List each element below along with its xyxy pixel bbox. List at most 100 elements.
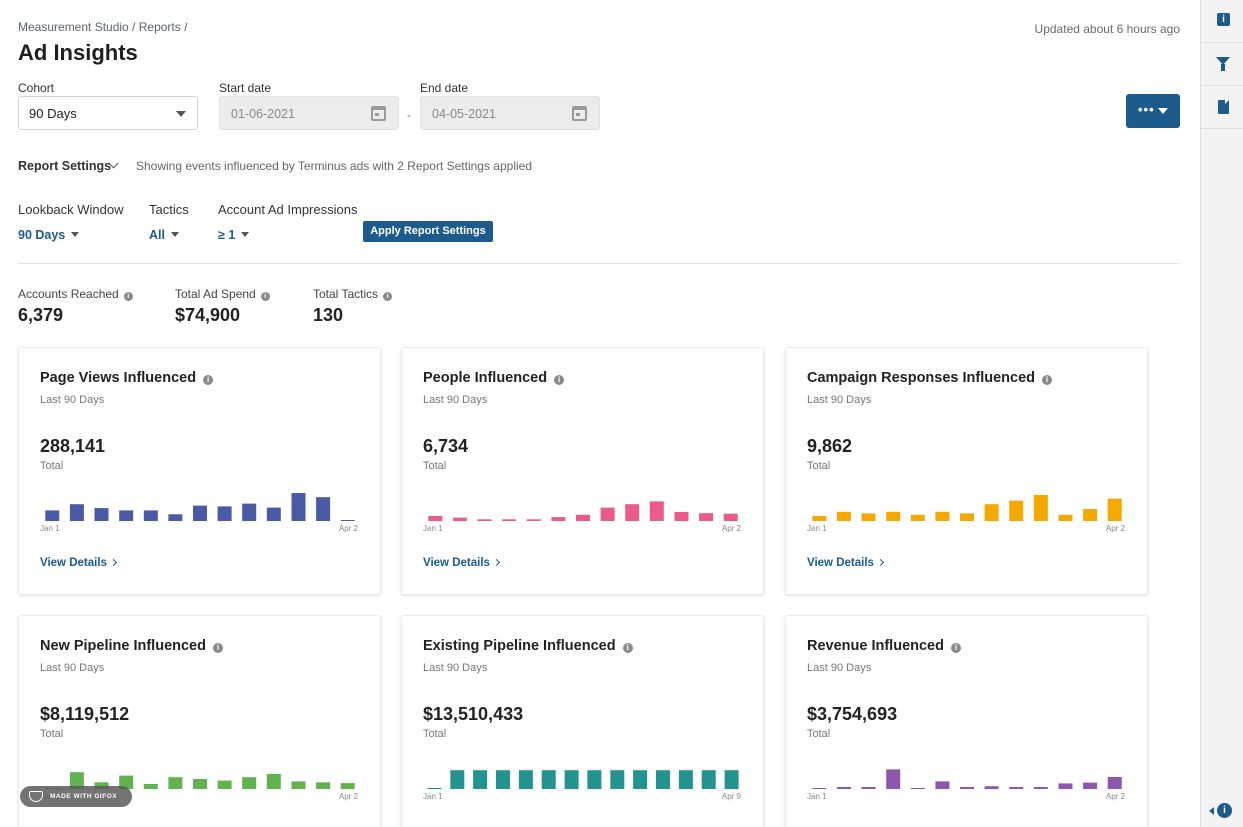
card-value: $13,510,433	[423, 704, 524, 724]
calendar-icon[interactable]	[572, 106, 587, 121]
main-content: Measurement Studio / Reports / Updated a…	[18, 20, 1180, 827]
info-icon[interactable]: i	[123, 292, 133, 301]
chart-start-label: Jan 1	[807, 524, 827, 533]
breadcrumb[interactable]: Measurement Studio / Reports /	[18, 20, 188, 34]
chart-bar	[340, 520, 355, 521]
info-icon[interactable]: i	[950, 643, 961, 653]
chart-bar	[1107, 498, 1122, 521]
card-revenue: Revenue Influenced i Last 90 Days $3,754,…	[785, 615, 1148, 827]
apply-report-settings-button[interactable]: Apply Report Settings	[363, 221, 493, 242]
kpi-value-total-tactics: 130	[313, 305, 344, 325]
card-subtitle: Last 90 Days	[423, 662, 488, 674]
chart-bar	[1083, 509, 1098, 521]
chart-bar	[960, 513, 974, 521]
chart-bar	[812, 516, 827, 521]
chart-bar	[984, 786, 999, 789]
card-title: Page Views Influenced i	[40, 370, 214, 386]
chart-bar	[656, 770, 670, 789]
card-bar-chart: Jan 1 Apr 2	[807, 495, 1126, 533]
report-settings-description: Showing events influenced by Terminus ad…	[136, 159, 533, 173]
report-settings-toggle[interactable]: Report Settings	[18, 159, 112, 173]
chart-bar	[518, 770, 533, 789]
info-icon[interactable]: i	[622, 643, 633, 653]
view-details-link[interactable]: View Details	[423, 557, 500, 569]
cohort-select[interactable]: 90 Days	[18, 96, 198, 130]
account-ad-impressions-dropdown[interactable]: ≥ 1	[218, 228, 250, 242]
chart-start-label: Jan 1	[40, 524, 60, 533]
chart-end-label: Apr 2	[339, 524, 359, 533]
chart-bar	[452, 517, 467, 521]
chart-bar	[910, 788, 925, 789]
account-ad-impressions-value: ≥ 1	[218, 228, 236, 242]
kpi-label-total-tactics: Total Tactics i	[313, 287, 393, 301]
lookback-window-value: 90 Days	[18, 228, 66, 242]
card-title: Existing Pipeline Influenced i	[423, 638, 633, 654]
cohort-label: Cohort	[18, 81, 55, 95]
chart-bar	[1058, 783, 1073, 789]
chart-bar	[496, 770, 510, 789]
page-title: Ad Insights	[18, 40, 138, 65]
chart-bar	[1009, 787, 1024, 789]
sidebar-filter-button[interactable]	[1201, 43, 1243, 86]
chart-bar	[168, 777, 183, 789]
card-existing-pipeline: Existing Pipeline Influenced i Last 90 Da…	[401, 615, 764, 827]
chart-bar	[699, 513, 714, 521]
card-bar-chart: Jan 1 Apr 2	[423, 501, 742, 533]
chart-bar	[935, 781, 950, 789]
info-icon[interactable]: i	[260, 292, 270, 301]
chart-start-label: Jan 1	[423, 792, 443, 801]
card-value: $8,119,512	[40, 704, 130, 724]
chart-bar	[625, 504, 640, 521]
chart-bar	[193, 505, 207, 521]
card-total-label: Total	[40, 460, 64, 472]
divider	[18, 263, 1180, 264]
info-icon[interactable]: i	[554, 375, 565, 385]
card-title: People Influenced i	[423, 370, 565, 386]
caret-down-icon	[176, 111, 186, 117]
chart-bar	[861, 513, 876, 521]
start-date-field[interactable]: 01-06-2021	[219, 96, 399, 130]
view-details-link[interactable]: View Details	[40, 557, 117, 569]
card-value: 6,734	[423, 436, 469, 456]
chart-bar	[94, 508, 109, 521]
tactics-dropdown[interactable]: All	[149, 228, 179, 242]
chart-bar	[1033, 787, 1048, 789]
chart-start-label: Jan 1	[423, 524, 443, 533]
sidebar-collapse-button[interactable]: i	[1209, 803, 1239, 819]
info-icon[interactable]: i	[203, 375, 214, 385]
info-icon[interactable]: i	[383, 292, 393, 301]
chart-bar	[1009, 500, 1024, 521]
card-title: New Pipeline Influenced i	[40, 638, 223, 654]
card-total-label: Total	[40, 728, 64, 740]
chart-bar	[143, 784, 158, 789]
view-details-link[interactable]: View Details	[807, 557, 884, 569]
chart-bar	[242, 503, 257, 521]
sidebar-info-button[interactable]: i	[1201, 0, 1243, 43]
chart-bar	[526, 519, 541, 521]
chart-bar	[649, 501, 664, 521]
info-icon[interactable]: i	[212, 643, 223, 653]
chart-bar	[724, 770, 739, 789]
updated-timestamp: Updated about 6 hours ago	[1034, 22, 1180, 36]
chart-bar	[886, 769, 901, 789]
end-date-field[interactable]: 04-05-2021	[420, 96, 600, 130]
end-date-label: End date	[420, 81, 469, 95]
info-icon[interactable]: i	[1042, 375, 1053, 385]
chart-bar	[266, 773, 281, 789]
caret-down-icon	[170, 232, 179, 237]
calendar-icon[interactable]	[371, 106, 386, 121]
chart-bar	[119, 775, 134, 789]
caret-down-icon	[71, 232, 80, 237]
chart-bar	[291, 493, 306, 521]
lookback-window-dropdown[interactable]: 90 Days	[18, 228, 80, 242]
more-options-button[interactable]: •••	[1126, 94, 1180, 128]
card-title: Revenue Influenced i	[807, 638, 961, 654]
chevron-right-icon	[492, 558, 500, 567]
account-ad-impressions-label: Account Ad Impressions	[218, 202, 358, 217]
chart-bar	[674, 512, 689, 521]
sidebar-document-button[interactable]	[1201, 86, 1243, 129]
chart-end-label: Apr 2	[722, 524, 742, 533]
info-icon: i	[1217, 803, 1232, 818]
chart-bar	[587, 770, 602, 789]
card-value: 9,862	[807, 436, 853, 456]
